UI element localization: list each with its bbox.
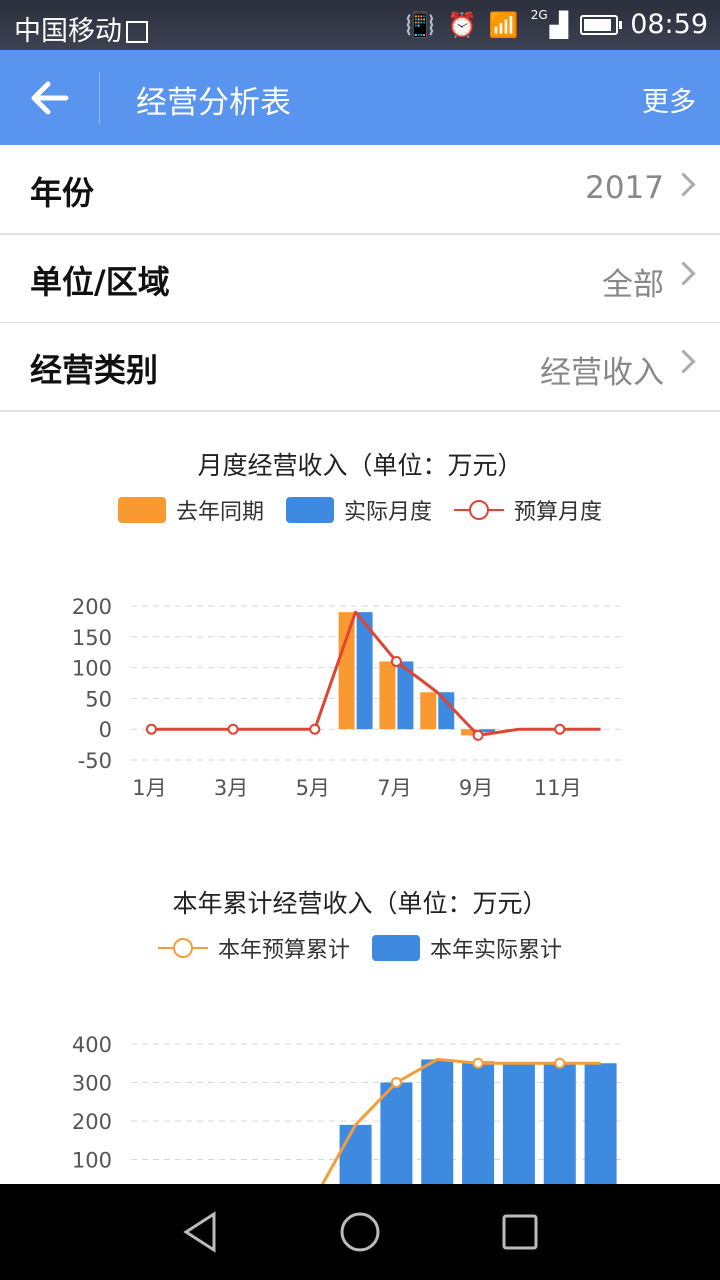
line-point xyxy=(145,723,157,735)
x-tick-label: 5月 xyxy=(296,776,330,800)
chart2-legend[interactable]: 本年预算累计 本年实际累计 xyxy=(0,932,720,964)
line-point xyxy=(554,1057,566,1069)
bar xyxy=(338,612,355,730)
appbar-divider xyxy=(99,72,100,124)
bar xyxy=(584,1063,617,1184)
legend-swatch-blue xyxy=(285,497,334,523)
y-tick-label: 400 xyxy=(72,1033,112,1057)
image-notification-icon xyxy=(126,21,148,43)
bar xyxy=(543,1063,576,1184)
nav-home-icon[interactable] xyxy=(334,1206,386,1258)
carrier-name: 中国移动 xyxy=(14,9,148,48)
wifi-icon: 📶 xyxy=(488,10,519,39)
nav-recents-icon[interactable] xyxy=(494,1206,546,1258)
x-tick-label: 11月 xyxy=(534,776,582,800)
back-arrow-icon[interactable] xyxy=(26,74,74,122)
filter-label: 经营类别 xyxy=(30,351,159,389)
nav-back-icon[interactable] xyxy=(174,1206,226,1258)
line-point xyxy=(390,655,402,667)
filter-label: 年份 xyxy=(30,174,95,212)
status-bar: 中国移动 📳 ⏰ 📶 2G ▟ 08:59 xyxy=(0,0,720,50)
alarm-icon: ⏰ xyxy=(447,10,477,39)
bar xyxy=(379,661,396,730)
cumulative-revenue-chart: 400 300 200 100 xyxy=(72,1033,621,1184)
bar xyxy=(461,729,478,736)
filter-value: 全部 xyxy=(602,267,664,303)
bar xyxy=(356,612,373,730)
bar xyxy=(479,729,496,733)
y-tick-label: 50 xyxy=(85,687,112,711)
series-line xyxy=(320,1057,601,1184)
bar xyxy=(380,1082,413,1184)
chart1-legend[interactable]: 去年同期 实际月度 预算月度 xyxy=(0,494,720,526)
app-bar: 经营分析表 更多 xyxy=(0,50,720,145)
legend-item[interactable]: 去年同期 xyxy=(117,494,264,526)
y-tick-label: 300 xyxy=(72,1072,112,1096)
line-point xyxy=(472,729,484,741)
page-title: 经营分析表 xyxy=(136,85,291,121)
series-line xyxy=(151,610,601,737)
x-tick-label: 9月 xyxy=(459,776,493,800)
bar xyxy=(421,1059,454,1184)
bar xyxy=(502,1063,535,1184)
clock: 08:59 xyxy=(630,9,708,40)
filter-row-category[interactable]: 经营类别 经营收入 xyxy=(0,323,720,412)
filter-row-year[interactable]: 年份 2017 xyxy=(0,146,720,235)
y-tick-label: 200 xyxy=(72,1110,112,1134)
legend-item[interactable]: 本年实际累计 xyxy=(372,932,562,964)
y-tick-label: 200 xyxy=(72,595,112,619)
chevron-right-icon xyxy=(671,261,696,286)
x-tick-label: 3月 xyxy=(214,776,248,800)
battery-icon xyxy=(580,14,623,35)
chevron-right-icon xyxy=(671,349,696,374)
legend-line-marker-icon xyxy=(454,500,504,520)
more-button[interactable]: 更多 xyxy=(642,87,696,118)
y-tick-label: -50 xyxy=(78,749,112,773)
legend-item[interactable]: 本年预算累计 xyxy=(157,932,350,964)
bar xyxy=(438,692,455,730)
line-point xyxy=(472,1057,484,1069)
legend-swatch-blue xyxy=(372,935,420,961)
y-tick-label: 100 xyxy=(72,1149,112,1173)
y-tick-label: 150 xyxy=(72,626,112,650)
line-point xyxy=(309,723,321,735)
y-tick-label: 100 xyxy=(72,657,112,681)
network-type: 2G xyxy=(530,7,548,22)
bar xyxy=(339,1124,372,1184)
chart2-title: 本年累计经营收入（单位：万元） xyxy=(172,889,548,918)
vibrate-icon: 📳 xyxy=(405,10,435,39)
line-point xyxy=(227,723,239,735)
filter-label: 单位/区域 xyxy=(30,263,170,301)
chevron-right-icon xyxy=(671,172,696,197)
bar xyxy=(462,1061,495,1184)
legend-line-marker-icon xyxy=(157,938,208,958)
filter-value: 经营收入 xyxy=(540,355,664,391)
system-nav-bar xyxy=(0,1184,720,1280)
line-point xyxy=(554,723,566,735)
y-tick-label: 0 xyxy=(99,718,112,742)
monthly-revenue-chart: 200 150 100 50 0 -50 1月 3月 5月 7月 9月 11月 xyxy=(72,595,621,800)
x-tick-label: 1月 xyxy=(132,776,166,800)
filter-value: 2017 xyxy=(585,170,664,206)
legend-item[interactable]: 实际月度 xyxy=(285,494,432,526)
legend-item[interactable]: 预算月度 xyxy=(454,494,602,526)
bar xyxy=(420,692,437,730)
legend-swatch-orange xyxy=(117,497,166,523)
signal-icon: ▟ xyxy=(549,10,569,39)
x-tick-label: 7月 xyxy=(377,776,411,800)
filter-row-unit-region[interactable]: 单位/区域 全部 xyxy=(0,235,720,324)
line-point xyxy=(390,1077,402,1088)
bar xyxy=(397,661,414,730)
chart1-title: 月度经营收入（单位：万元） xyxy=(197,451,523,480)
